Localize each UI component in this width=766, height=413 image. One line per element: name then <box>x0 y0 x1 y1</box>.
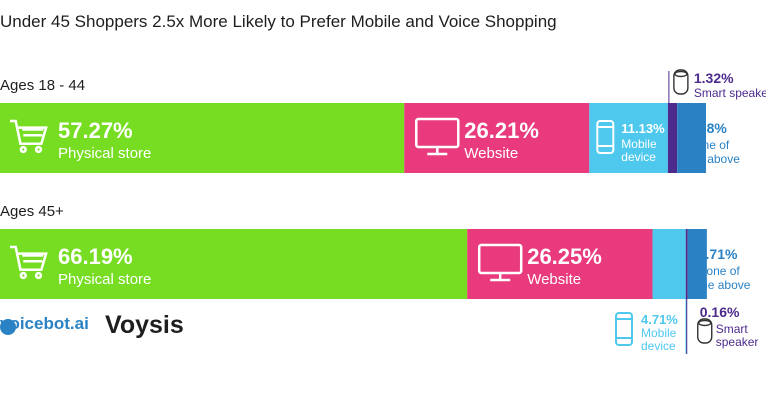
series-label: Smart <box>716 322 749 336</box>
series-label: Mobile <box>621 137 657 151</box>
mobile-phone-icon <box>615 312 633 346</box>
series-label: Smart speake <box>694 86 766 100</box>
smart-speaker-icon <box>697 318 713 344</box>
data-label: 0.16% <box>700 304 740 320</box>
monitor-icon <box>477 243 523 282</box>
bar-none-of-the-above-0 <box>677 103 706 173</box>
bar-smart-speaker-0 <box>667 103 678 173</box>
row-label-ages-45-plus: Ages 45+ <box>0 203 64 220</box>
bar-mobile-device-1 <box>652 229 686 299</box>
series-label: None of <box>687 138 730 152</box>
voysis-logo: Voysis <box>105 311 184 339</box>
row-label-ages-18-44: Ages 18 - 44 <box>0 77 86 94</box>
series-label: Physical store <box>58 271 151 288</box>
data-label: 26.21% <box>464 118 539 143</box>
bar-physical-store-1 <box>0 229 468 299</box>
data-label: 26.25% <box>527 244 602 269</box>
bar-smart-speaker-1 <box>685 229 688 299</box>
data-label: 1.32% <box>694 70 734 86</box>
series-label: the above <box>698 278 751 292</box>
shopping-cart-icon <box>10 119 48 154</box>
data-label: 11.13% <box>621 121 665 136</box>
smart-speaker-icon <box>673 69 689 95</box>
bar-none-of-the-above-1 <box>687 229 707 299</box>
series-label: Website <box>464 145 518 162</box>
series-label: Physical store <box>58 145 151 162</box>
series-label: the above <box>687 152 740 166</box>
bar-website-1 <box>467 229 653 299</box>
mobile-phone-icon <box>596 120 615 154</box>
bar-physical-store-0 <box>0 103 405 173</box>
data-label: 66.19% <box>58 244 133 269</box>
series-label: device <box>621 150 656 164</box>
voicebot-robot-icon <box>0 319 16 335</box>
data-label: 2.71% <box>698 246 738 262</box>
series-label: device <box>641 339 676 353</box>
series-label: None of <box>698 264 741 278</box>
series-label: Website <box>527 271 581 288</box>
monitor-icon <box>415 117 460 156</box>
chart-title: Under 45 Shoppers 2.5x More Likely to Pr… <box>0 12 557 31</box>
voicebot-logo: voicebot.ai <box>0 314 89 333</box>
bar-mobile-device-0 <box>589 103 668 173</box>
series-label: Mobile <box>641 326 677 340</box>
data-label: 4.71% <box>641 312 678 327</box>
shopping-cart-icon <box>10 245 48 280</box>
data-label: 4.08% <box>687 120 727 136</box>
series-label: speaker <box>716 335 759 349</box>
data-label: 57.27% <box>58 118 133 143</box>
bar-website-0 <box>404 103 590 173</box>
